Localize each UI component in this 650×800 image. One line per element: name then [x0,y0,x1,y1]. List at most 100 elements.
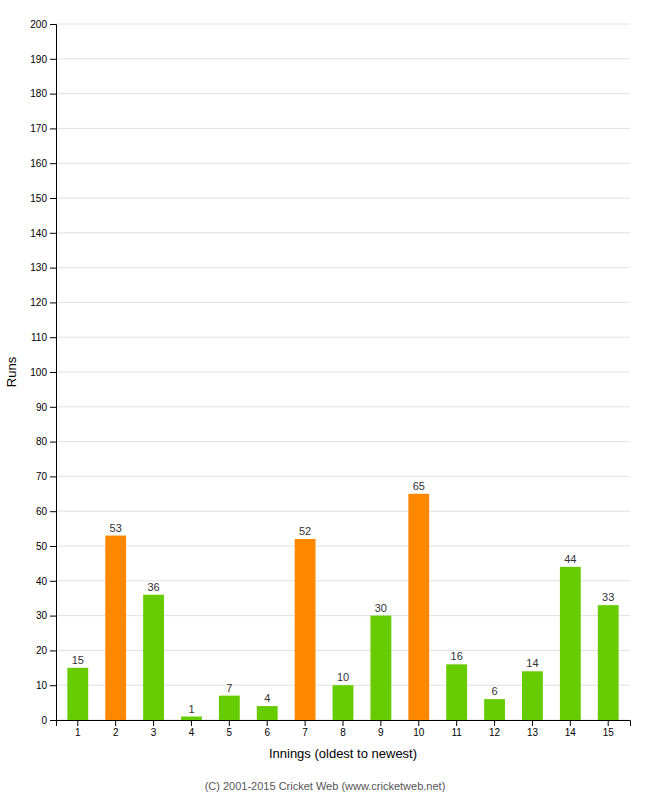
y-tick-mark [50,198,56,199]
grid-line [56,476,630,477]
y-tick-mark [50,476,56,477]
x-tick-label: 10 [413,727,425,738]
y-tick-label: 130 [30,262,47,273]
grid-line [56,128,630,129]
data-label: 52 [299,525,311,537]
grid-line [56,406,630,407]
x-tick: 6 [264,720,270,738]
grid-line [56,615,630,616]
x-tick-mark [343,720,344,726]
data-label: 4 [264,692,270,704]
x-tick: 1 [75,720,81,738]
x-tick-label: 3 [151,727,157,738]
data-label: 53 [110,522,122,534]
y-tick-mark [50,650,56,651]
x-tick: 15 [603,720,615,738]
y-tick-mark [50,268,56,269]
data-label: 10 [337,671,349,683]
x-tick: 14 [565,720,577,738]
x-tick: 9 [378,720,384,738]
x-tick-label: 9 [378,727,384,738]
chart-container: 1234567891011121314150102030405060708090… [0,0,650,800]
x-tick: 7 [302,720,308,738]
y-tick-label: 80 [36,436,48,447]
y-tick-mark [50,546,56,547]
x-axis-title: Innings (oldest to newest) [269,746,417,761]
y-tick: 70 [36,471,56,482]
data-label: 44 [564,553,576,565]
y-tick: 0 [41,715,56,726]
data-label: 6 [491,685,497,697]
x-tick-label: 14 [565,727,577,738]
x-tick-label: 5 [227,727,233,738]
x-tick-label: 6 [264,727,270,738]
grid-line [56,580,630,581]
y-tick-mark [50,163,56,164]
y-tick-mark [50,685,56,686]
y-tick-label: 90 [36,402,48,413]
y-tick-mark [50,720,56,721]
grid-line [56,372,630,373]
x-tick-mark [153,720,154,726]
y-axis: 0102030405060708090100110120130140150160… [30,19,56,726]
x-tick-mark [115,720,116,726]
y-axis-title: Runs [4,356,19,387]
grid-line [56,267,630,268]
bar [446,664,467,720]
y-tick: 20 [36,645,56,656]
x-tick: 2 [113,720,119,738]
x-tick-mark [77,720,78,726]
bar [143,595,164,720]
x-tick-label: 4 [189,727,195,738]
data-label: 33 [602,591,614,603]
y-tick-mark [50,616,56,617]
y-tick: 80 [36,436,56,447]
y-tick-mark [50,337,56,338]
x-tick-mark [229,720,230,726]
data-label: 16 [451,650,463,662]
y-tick-label: 150 [30,193,47,204]
x-tick-label: 8 [340,727,346,738]
x-tick-mark [456,720,457,726]
grid-line [56,163,630,164]
y-tick: 140 [30,228,56,239]
footer: (C) 2001-2015 Cricket Web (www.cricketwe… [205,780,446,792]
y-tick-mark [50,302,56,303]
y-tick-mark [50,511,56,512]
x-tick-mark [418,720,419,726]
grid-line [56,232,630,233]
y-tick-label: 0 [41,715,47,726]
x-tick-mark [532,720,533,726]
x-tick-label: 15 [603,727,615,738]
x-tick-mark [267,720,268,726]
y-tick: 170 [30,123,56,134]
data-label: 30 [375,602,387,614]
bar [67,668,88,720]
bar [408,494,429,720]
y-tick: 180 [30,88,56,99]
data-label: 14 [526,657,538,669]
bar [522,671,543,720]
x-tick: 4 [189,720,195,738]
grid-line [56,24,630,25]
data-labels: 15533617452103065166144433 [72,480,615,715]
x-tick-label: 7 [302,727,308,738]
bar [333,685,354,720]
x-tick-label: 12 [489,727,501,738]
x-tick-mark [191,720,192,726]
x-tick: 3 [151,720,157,738]
data-label: 65 [413,480,425,492]
y-tick-label: 10 [36,680,48,691]
x-tick-label: 11 [451,727,462,738]
y-tick-mark [50,442,56,443]
grid-line [56,546,630,547]
y-tick: 190 [30,54,56,65]
y-tick: 130 [30,262,56,273]
grid-line [56,58,630,59]
y-tick-mark [50,59,56,60]
y-tick: 120 [30,297,56,308]
y-tick-mark [50,128,56,129]
y-tick: 200 [30,19,56,30]
y-tick-label: 190 [30,54,47,65]
y-tick: 10 [36,680,56,691]
